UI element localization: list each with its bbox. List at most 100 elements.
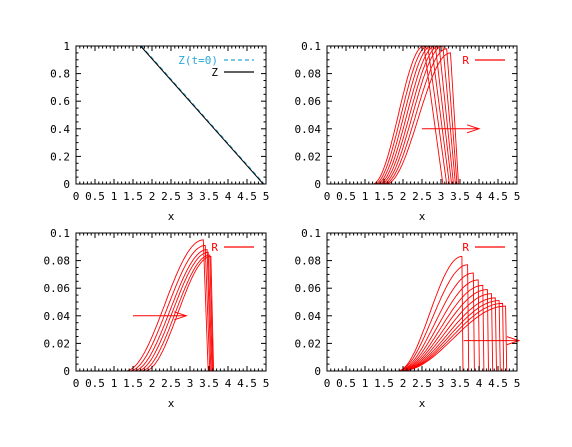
plot-panel-1: 0 0.5 1 1.5 2 2.5 3 3.5 4 4.5 5 x 0 0.2 0.4 0.6 0.8 1 Z(t=… (50, 40, 269, 223)
x-axis: 0 0.5 1 1.5 2 2.5 3 3.5 4 4.5 5 x (73, 233, 270, 410)
arrow-head (506, 336, 521, 346)
profile-line (327, 284, 517, 372)
y-tick-label: 0.1 (50, 227, 70, 240)
data-curves (327, 256, 517, 372)
legend-label: R (462, 54, 469, 67)
profile-line (327, 256, 517, 372)
x-tick-label: 2 (149, 190, 156, 203)
arrow-head (466, 124, 481, 134)
profile-line (327, 48, 517, 185)
x-tick-label: 3.5 (199, 190, 219, 203)
x-tick-label: 0 (73, 377, 80, 390)
x-tick-label: 2.5 (412, 377, 432, 390)
x-tick-label: 3.5 (450, 377, 470, 390)
y-tick-label: 0.04 (295, 310, 322, 323)
y-tick-label: 0.04 (44, 310, 71, 323)
x-tick-label: 2.5 (412, 190, 432, 203)
profile-line (327, 45, 517, 185)
y-tick-label: 0.06 (44, 282, 71, 295)
legend: Z(t=0)Z (178, 54, 254, 79)
y-tick-label: 0.2 (50, 150, 70, 163)
plot-frame (75, 45, 267, 185)
y-tick-label: 0.06 (295, 282, 322, 295)
profile-line (327, 45, 517, 185)
direction-arrow (463, 336, 521, 346)
x-tick-label: 4 (476, 190, 483, 203)
x-tick-label: 1.5 (123, 377, 143, 390)
y-tick-label: 0 (314, 178, 321, 191)
x-tick-label: 1.5 (374, 377, 394, 390)
legend-label: Z (211, 66, 218, 79)
profile-line (76, 249, 266, 372)
x-tick-label: 1 (111, 377, 118, 390)
profile-line (76, 254, 266, 372)
x-tick-label: 5 (514, 377, 521, 390)
y-tick-label: 0.06 (295, 95, 322, 108)
profile-line (327, 272, 517, 372)
y-tick-label: 0.1 (301, 227, 321, 240)
legend-label: Z(t=0) (178, 54, 218, 67)
x-axis: 0 0.5 1 1.5 2 2.5 3 3.5 4 4.5 5 x (324, 233, 521, 410)
profile-line (327, 45, 517, 185)
x-tick-label: 1 (111, 190, 118, 203)
data-curves (327, 45, 517, 185)
direction-arrow (133, 311, 188, 321)
x-tick-label: 4.5 (488, 190, 508, 203)
profile-line (76, 239, 266, 372)
x-axis-label: x (419, 210, 426, 223)
profile-line (327, 293, 517, 372)
profile-line (76, 244, 266, 372)
y-tick-label: 0.04 (295, 123, 322, 136)
x-tick-label: 0.5 (336, 377, 356, 390)
profile-line (327, 45, 517, 185)
x-tick-label: 2.5 (161, 190, 181, 203)
y-tick-label: 0 (63, 178, 70, 191)
y-tick-label: 1 (63, 40, 70, 53)
plot-frame (75, 232, 267, 372)
x-tick-label: 4.5 (237, 377, 257, 390)
profile-line (327, 264, 517, 372)
profile-line (327, 52, 517, 185)
profile-line (327, 305, 517, 372)
x-tick-label: 4 (225, 377, 232, 390)
x-tick-label: 0 (324, 377, 331, 390)
legend: R (211, 241, 254, 254)
y-axis: 0 0.02 0.04 0.06 0.08 0.1 (44, 227, 266, 378)
profile-line (327, 289, 517, 372)
x-tick-label: 0.5 (336, 190, 356, 203)
y-axis: 0 0.2 0.4 0.6 0.8 1 (50, 40, 266, 191)
legend: R (462, 54, 505, 67)
x-tick-label: 1 (362, 377, 369, 390)
x-axis-label: x (419, 397, 426, 410)
x-tick-label: 5 (263, 377, 270, 390)
profile-line (76, 256, 266, 372)
y-tick-label: 0 (63, 365, 70, 378)
x-tick-label: 0.5 (85, 377, 105, 390)
x-tick-label: 1.5 (374, 190, 394, 203)
x-tick-label: 4.5 (488, 377, 508, 390)
profile-line (327, 279, 517, 372)
series-line (140, 45, 265, 185)
y-tick-label: 0.08 (44, 255, 71, 268)
x-tick-label: 5 (514, 190, 521, 203)
x-tick-label: 0 (324, 190, 331, 203)
y-tick-label: 0.4 (50, 123, 70, 136)
x-tick-label: 0 (73, 190, 80, 203)
series-line (140, 45, 264, 185)
x-tick-label: 3.5 (450, 190, 470, 203)
profile-line (76, 251, 266, 372)
x-tick-label: 5 (263, 190, 270, 203)
y-tick-label: 0.02 (44, 337, 71, 350)
y-tick-label: 0.8 (50, 68, 70, 81)
x-axis: 0 0.5 1 1.5 2 2.5 3 3.5 4 4.5 5 x (73, 46, 270, 223)
x-tick-label: 3 (438, 377, 445, 390)
x-tick-label: 2.5 (161, 377, 181, 390)
profile-line (327, 297, 517, 372)
y-tick-label: 0.02 (295, 337, 322, 350)
y-tick-label: 0 (314, 365, 321, 378)
x-axis-label: x (168, 210, 175, 223)
y-tick-label: 0.08 (295, 255, 322, 268)
profile-line (327, 302, 517, 372)
x-axis: 0 0.5 1 1.5 2 2.5 3 3.5 4 4.5 5 x (324, 46, 521, 223)
data-curves (76, 239, 266, 372)
